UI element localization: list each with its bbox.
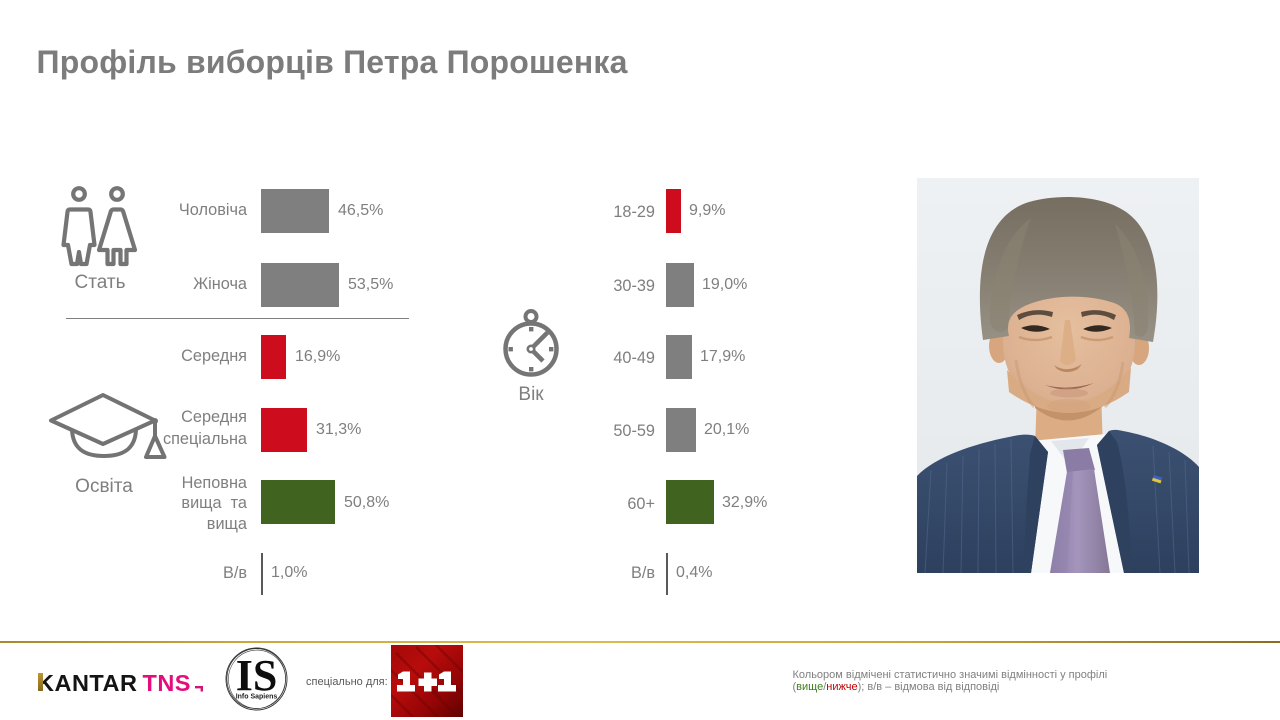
svg-text:Info Sapiens: Info Sapiens	[236, 694, 278, 701]
svg-text:IS: IS	[236, 651, 278, 700]
